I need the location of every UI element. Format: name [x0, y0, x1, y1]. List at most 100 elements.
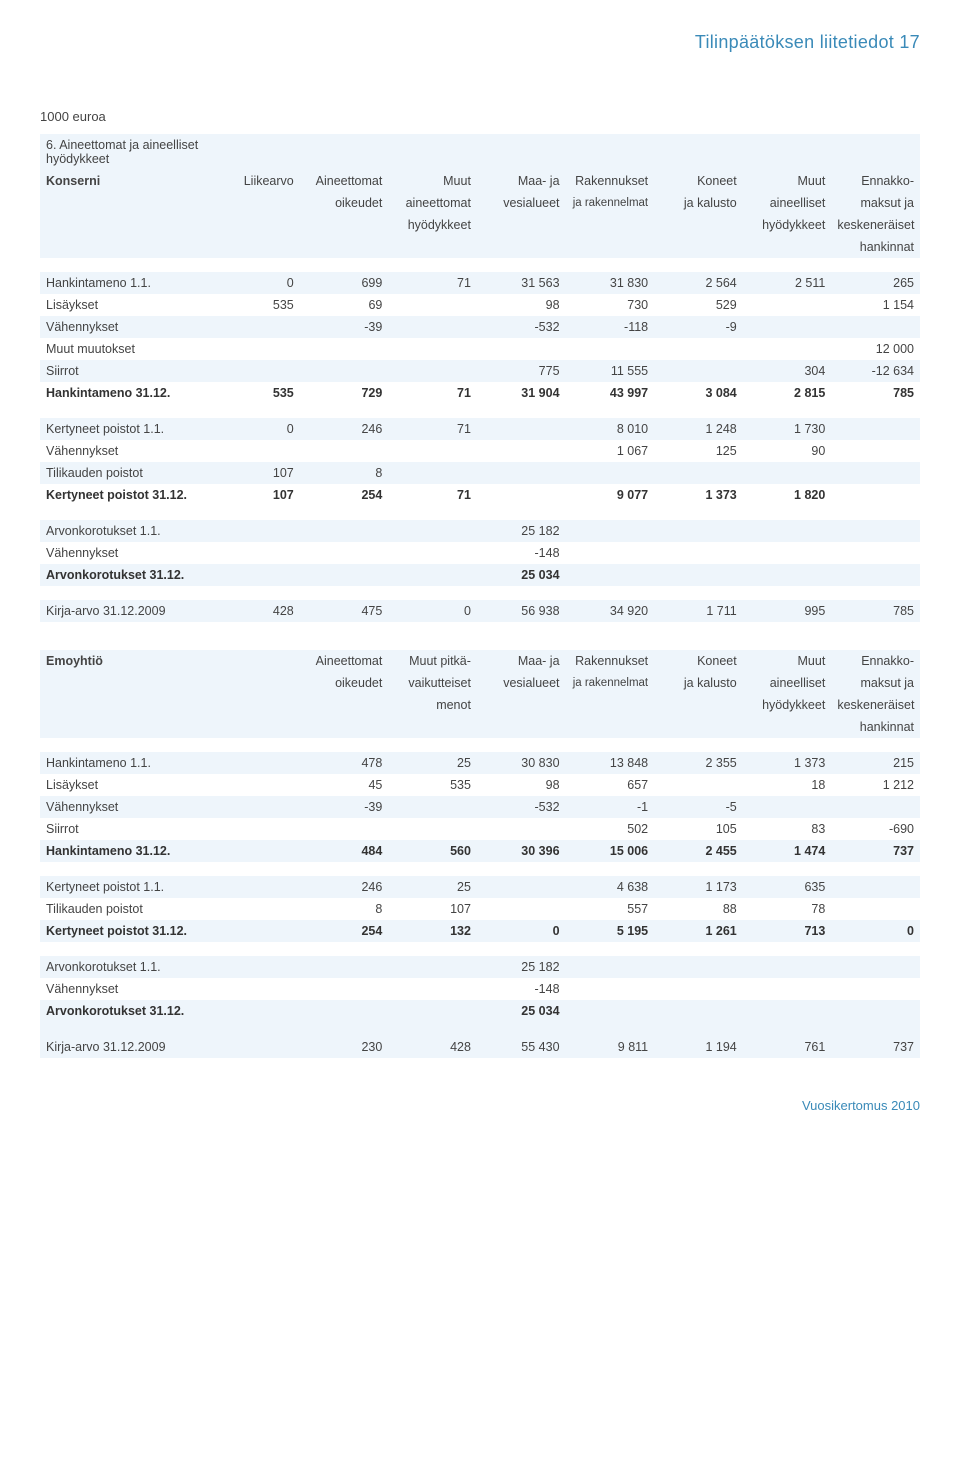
cell — [831, 876, 920, 898]
col-head: Muut — [743, 650, 832, 672]
col-head: aineelliset — [743, 192, 832, 214]
konserni-table: 6. Aineettomat ja aineelliset hyödykkeet… — [40, 134, 920, 622]
row-label: Arvonkorotukset 31.12. — [40, 1000, 211, 1022]
cell: 737 — [831, 840, 920, 862]
row-label: Hankintameno 1.1. — [40, 752, 211, 774]
row-label: Arvonkorotukset 31.12. — [40, 564, 211, 586]
col-head: Maa- ja — [477, 170, 566, 192]
cell — [831, 418, 920, 440]
table-row: Arvonkorotukset 31.12.25 034 — [40, 564, 920, 586]
cell: -532 — [477, 316, 566, 338]
cell: 8 — [300, 898, 389, 920]
cell — [300, 564, 389, 586]
cell — [831, 542, 920, 564]
cell: 2 455 — [654, 840, 743, 862]
row-label: Kertyneet poistot 31.12. — [40, 920, 211, 942]
cell — [388, 360, 477, 382]
cell — [743, 796, 832, 818]
cell — [831, 956, 920, 978]
cell: 254 — [300, 920, 389, 942]
cell: 1 154 — [831, 294, 920, 316]
cell — [743, 294, 832, 316]
cell — [388, 294, 477, 316]
cell — [477, 484, 566, 506]
cell: 107 — [211, 484, 300, 506]
table-row: Kirja-arvo 31.12.200923042855 4309 8111 … — [40, 1036, 920, 1058]
cell: 254 — [300, 484, 389, 506]
col-head: oikeudet — [300, 672, 389, 694]
cell: 25 034 — [477, 1000, 566, 1022]
cell — [211, 774, 300, 796]
cell: 4 638 — [566, 876, 655, 898]
cell: 0 — [211, 418, 300, 440]
col-head: Aineettomat — [300, 170, 389, 192]
cell — [388, 978, 477, 1000]
cell — [211, 898, 300, 920]
col-head: Ennakko- — [831, 650, 920, 672]
cell — [654, 520, 743, 542]
cell: 105 — [654, 818, 743, 840]
cell: -532 — [477, 796, 566, 818]
group-label: Emoyhtiö — [40, 650, 211, 672]
cell — [566, 978, 655, 1000]
cell: 25 182 — [477, 956, 566, 978]
table-row: Kertyneet poistot 31.12.107254719 0771 3… — [40, 484, 920, 506]
footer-text: Vuosikertomus 2010 — [40, 1098, 920, 1113]
cell — [211, 564, 300, 586]
cell — [831, 440, 920, 462]
cell — [388, 818, 477, 840]
row-label: Kertyneet poistot 1.1. — [40, 418, 211, 440]
row-label: Vähennykset — [40, 542, 211, 564]
cell: 2 564 — [654, 272, 743, 294]
cell: 9 077 — [566, 484, 655, 506]
col-head: Maa- ja — [477, 650, 566, 672]
cell: 30 830 — [477, 752, 566, 774]
cell: 78 — [743, 898, 832, 920]
cell: 25 182 — [477, 520, 566, 542]
table-row: Hankintameno 1.1.4782530 83013 8482 3551… — [40, 752, 920, 774]
cell — [388, 338, 477, 360]
cell: 55 430 — [477, 1036, 566, 1058]
cell — [211, 752, 300, 774]
table-row: Muut muutokset12 000 — [40, 338, 920, 360]
cell: 31 904 — [477, 382, 566, 404]
cell: 83 — [743, 818, 832, 840]
cell: 475 — [300, 600, 389, 622]
row-label: Arvonkorotukset 1.1. — [40, 956, 211, 978]
col-head: maksut ja — [831, 672, 920, 694]
cell — [388, 564, 477, 586]
col-head: menot — [388, 694, 477, 716]
col-head: ja kalusto — [654, 672, 743, 694]
table-row: Hankintameno 1.1.06997131 56331 8302 564… — [40, 272, 920, 294]
table-row: Kirja-arvo 31.12.2009428475056 93834 920… — [40, 600, 920, 622]
col-head: Ennakko- — [831, 170, 920, 192]
cell: 98 — [477, 294, 566, 316]
cell — [300, 956, 389, 978]
cell: 535 — [211, 382, 300, 404]
cell: 9 811 — [566, 1036, 655, 1058]
cell — [211, 1000, 300, 1022]
col-head: aineelliset — [743, 672, 832, 694]
table-row: Arvonkorotukset 1.1. 25 182 — [40, 956, 920, 978]
cell: 34 920 — [566, 600, 655, 622]
cell — [211, 338, 300, 360]
cell: 56 938 — [477, 600, 566, 622]
cell — [743, 956, 832, 978]
page-header: Tilinpäätöksen liitetiedot 17 — [40, 32, 920, 53]
cell: 13 848 — [566, 752, 655, 774]
row-label: Kertyneet poistot 31.12. — [40, 484, 211, 506]
cell — [211, 920, 300, 942]
cell: 428 — [211, 600, 300, 622]
cell: 713 — [743, 920, 832, 942]
cell — [211, 956, 300, 978]
col-head: hankinnat — [831, 716, 920, 738]
cell: 785 — [831, 382, 920, 404]
table-row: Kertyneet poistot 1.1.246254 6381 173635 — [40, 876, 920, 898]
table-row: Arvonkorotukset 1.1.25 182 — [40, 520, 920, 542]
col-head: Koneet — [654, 170, 743, 192]
cell: 1 820 — [743, 484, 832, 506]
cell: 304 — [743, 360, 832, 382]
col-head: hyödykkeet — [388, 214, 477, 236]
cell — [211, 542, 300, 564]
row-label: Tilikauden poistot — [40, 898, 211, 920]
